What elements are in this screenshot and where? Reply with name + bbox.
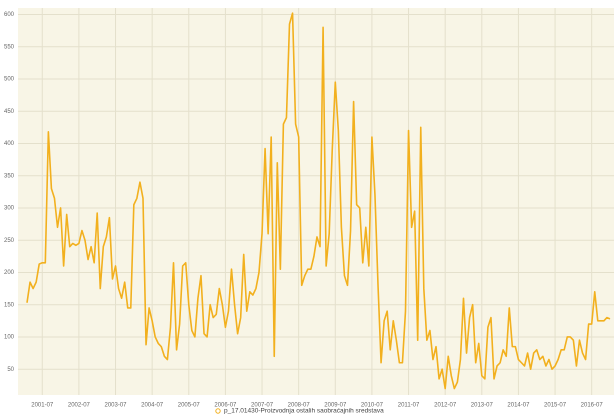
y-tick-label: 350 xyxy=(4,173,15,179)
legend-marker xyxy=(215,408,221,414)
x-tick-label: 2013-07 xyxy=(471,403,494,409)
y-tick-label: 450 xyxy=(4,109,15,115)
y-tick-label: 200 xyxy=(4,270,15,276)
x-tick-label: 2012-07 xyxy=(434,403,457,409)
x-tick-label: 2011-07 xyxy=(398,403,420,409)
x-tick-label: 2004-07 xyxy=(141,403,164,409)
y-tick-label: 400 xyxy=(4,141,15,147)
y-tick-label: 250 xyxy=(4,238,15,244)
x-tick-label: 2002-07 xyxy=(68,403,91,409)
y-tick-label: 500 xyxy=(4,77,15,83)
y-tick-label: 600 xyxy=(4,12,15,18)
x-tick-label: 2005-07 xyxy=(178,403,201,409)
plot-area xyxy=(18,8,614,395)
x-tick-label: 2009-07 xyxy=(324,403,347,409)
y-tick-label: 100 xyxy=(4,335,15,341)
legend-label: p_17.01430-Proizvodnja ostalih saobraćaj… xyxy=(224,408,384,415)
y-tick-label: 550 xyxy=(4,44,15,50)
y-tick-label: 150 xyxy=(4,302,15,308)
x-tick-label: 2010-07 xyxy=(361,403,384,409)
x-tick-label: 2014-07 xyxy=(507,403,530,409)
y-tick-label: 300 xyxy=(4,206,15,212)
y-tick-label: 50 xyxy=(7,367,14,373)
x-tick-label: 2016-07 xyxy=(581,403,604,409)
x-tick-label: 2008-07 xyxy=(288,403,311,409)
x-tick-label: 2001-07 xyxy=(31,403,54,409)
x-tick-label: 2015-07 xyxy=(544,403,567,409)
x-tick-label: 2006-07 xyxy=(214,403,237,409)
x-tick-label: 2003-07 xyxy=(105,403,128,409)
x-tick-label: 2007-07 xyxy=(251,403,274,409)
line xyxy=(26,12,611,390)
